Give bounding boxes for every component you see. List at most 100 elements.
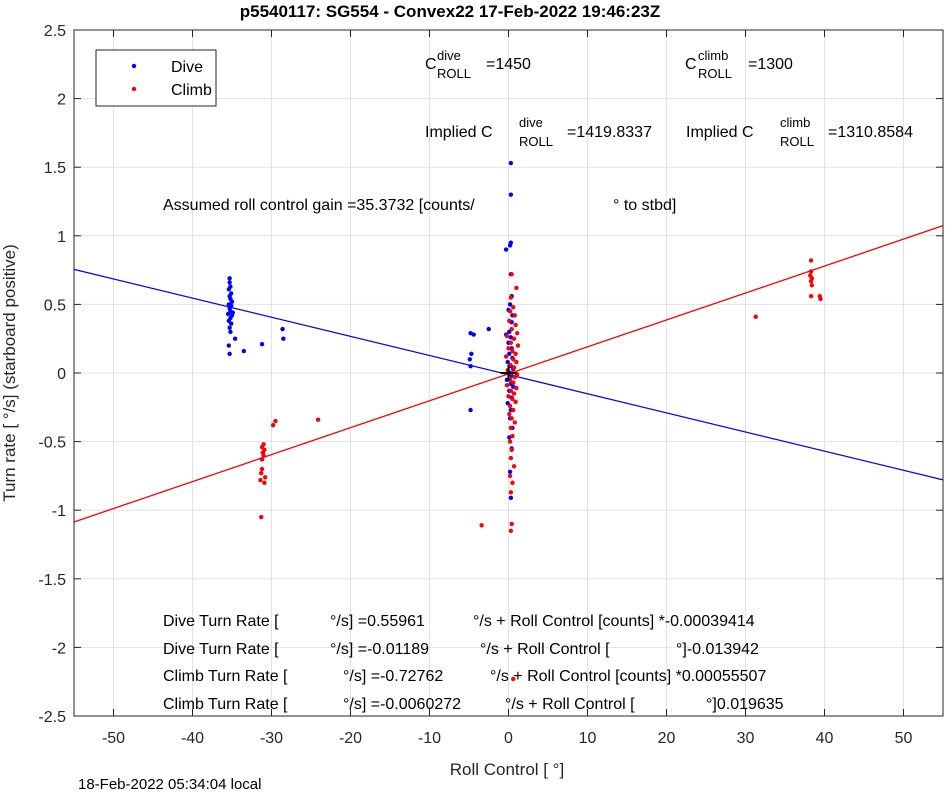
point-climb	[514, 385, 519, 391]
point-climb	[479, 523, 484, 528]
y-tick-label: 1.5	[44, 160, 66, 177]
point-climb	[504, 333, 510, 339]
point-dive	[471, 332, 476, 337]
point-dive	[227, 351, 232, 356]
implied-dive-annotation: Implied C dive ROLL =1419.8337	[425, 115, 652, 149]
point-climb	[808, 278, 814, 284]
fit4-part-b: °/s] =-0.0060272	[343, 696, 461, 713]
point-climb	[262, 480, 267, 485]
point-climb	[508, 528, 514, 533]
fit1-part-b: °/s] =0.55961	[330, 613, 425, 630]
point-climb	[507, 473, 513, 479]
point-dive	[259, 341, 265, 347]
point-climb	[513, 399, 518, 405]
axis-ticks: -50 -40 -30 -20 -10 0 10 20 30 40 50-2.5-2-1.5-1-0…	[38, 23, 943, 747]
point-dive	[232, 336, 238, 341]
point-climb	[508, 388, 514, 394]
x-tick-label: 20	[658, 730, 676, 747]
x-tick-label: 30	[737, 730, 755, 747]
fit2-part-b: °/s] =-0.01189	[330, 641, 429, 658]
implied-climb-annotation: Implied C climb ROLL =1310.8584	[686, 115, 913, 149]
point-dive	[227, 280, 232, 285]
fit4-part-a: Climb Turn Rate [	[163, 696, 288, 713]
point-dive	[226, 287, 232, 292]
point-climb	[507, 318, 512, 324]
center-marker	[500, 365, 517, 381]
y-tick-label: -1.5	[38, 572, 66, 589]
legend-dive-label: Dive	[171, 59, 203, 76]
point-dive	[226, 343, 232, 348]
point-climb	[511, 407, 516, 413]
point-climb	[508, 340, 514, 346]
fit2-part-d: °]-0.013942	[676, 641, 759, 658]
point-climb	[259, 457, 265, 462]
y-tick-label: -2	[52, 640, 66, 657]
point-climb	[808, 269, 814, 274]
point-climb	[508, 425, 514, 431]
y-tick-label: 2.5	[44, 23, 66, 40]
point-climb	[315, 417, 321, 422]
point-climb	[511, 676, 516, 682]
point-climb	[808, 258, 814, 263]
point-climb	[511, 365, 517, 370]
point-climb	[259, 466, 265, 472]
point-dive	[468, 407, 473, 413]
c-roll-climb-prefix: C	[685, 56, 697, 73]
y-axis-label: Turn rate [ °/s] (starboard positive)	[0, 244, 19, 501]
point-climb	[512, 374, 518, 380]
point-climb	[259, 470, 264, 476]
gain-text: Assumed roll control gain =35.3732 [coun…	[163, 197, 475, 214]
implied-climb-prefix: Implied C	[686, 124, 754, 141]
point-climb	[511, 336, 517, 341]
c-roll-dive-sub: ROLL	[437, 66, 471, 81]
gain-annotation: Assumed roll control gain =35.3732 [coun…	[163, 197, 676, 214]
legend-climb-marker	[131, 86, 137, 92]
point-dive	[227, 276, 232, 281]
point-climb	[809, 282, 815, 288]
legend-dive-marker	[131, 63, 137, 69]
point-dive	[241, 348, 247, 354]
implied-dive-prefix: Implied C	[425, 124, 493, 141]
point-climb	[508, 295, 514, 300]
fit3-part-a: Climb Turn Rate [	[163, 668, 288, 685]
point-climb	[273, 418, 278, 424]
c-roll-dive-prefix: C	[425, 56, 437, 73]
footer-timestamp: 18-Feb-2022 05:34:04 local	[78, 776, 261, 792]
point-dive	[507, 351, 512, 356]
fit4-part-d: °]0.019635	[706, 696, 784, 713]
c-roll-dive-annotation: C dive ROLL =1450	[425, 48, 531, 81]
point-dive	[230, 310, 235, 315]
point-climb	[513, 322, 518, 328]
point-dive	[507, 302, 513, 307]
implied-dive-value: =1419.8337	[567, 124, 652, 141]
y-tick-label: 0	[57, 366, 66, 383]
x-axis-label: Roll Control [ °]	[450, 760, 565, 779]
c-roll-dive-sup: dive	[437, 48, 461, 63]
point-climb	[261, 453, 266, 458]
implied-climb-sup: climb	[780, 115, 810, 130]
x-tick-label: 0	[504, 730, 513, 747]
c-roll-dive-value: =1450	[486, 56, 531, 73]
c-roll-climb-value: =1300	[748, 56, 793, 73]
point-climb	[510, 396, 515, 402]
point-climb	[514, 359, 519, 365]
x-tick-label: -20	[339, 730, 362, 747]
point-climb	[508, 455, 514, 461]
x-tick-label: -40	[181, 730, 204, 747]
y-tick-label: -0.5	[38, 435, 66, 452]
point-climb	[514, 331, 520, 336]
point-climb	[258, 477, 263, 483]
point-dive	[508, 495, 514, 501]
point-climb	[259, 514, 264, 520]
point-climb	[512, 313, 518, 318]
point-climb	[511, 380, 516, 385]
fit1-part-c: °/s + Roll Control [counts] *-0.00039414	[473, 613, 755, 630]
point-climb	[507, 411, 512, 417]
legend: Dive Climb	[95, 49, 217, 107]
x-tick-label: -30	[260, 730, 283, 747]
implied-climb-value: =1310.8584	[828, 124, 913, 141]
point-dive	[229, 321, 234, 326]
point-dive	[486, 326, 491, 332]
fit1-part-a: Dive Turn Rate [	[163, 613, 279, 630]
